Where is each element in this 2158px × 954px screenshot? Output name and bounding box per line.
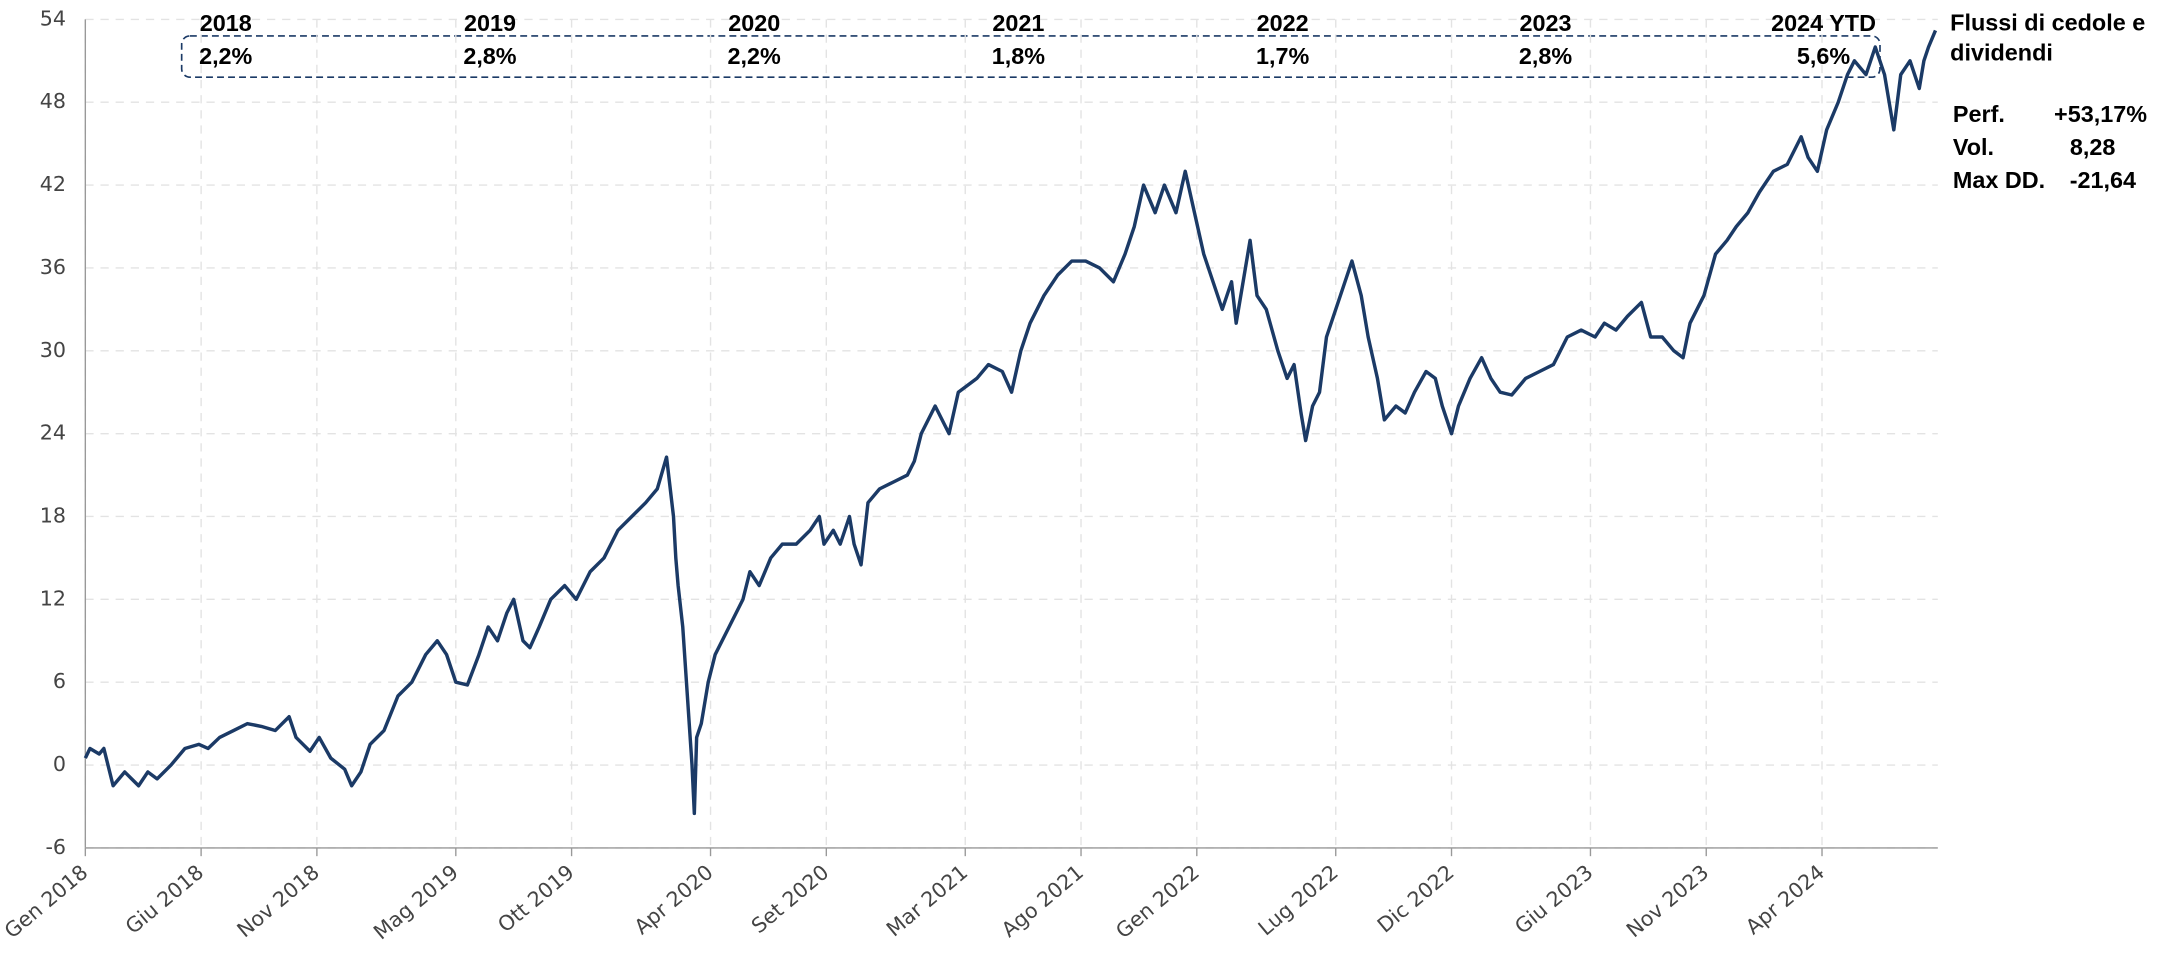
stat-value: 8,28 [2070,134,2116,160]
x-tick-label: Apr 2020 [630,860,718,939]
x-tick-label: Mag 2019 [369,860,463,944]
y-tick-label: 12 [40,586,66,610]
stat-value: +53,17% [2054,101,2147,127]
x-tick-label: Mar 2021 [882,860,972,941]
y-tick-label: 48 [40,89,66,113]
yield-label: 1,7% [1256,43,1309,69]
year-label: 2020 [728,10,780,36]
side-title: Flussi di cedole e dividendi [1950,9,2146,67]
x-tick-label: Ago 2021 [997,860,1088,942]
x-tick-label: Ott 2019 [493,860,578,937]
x-tick-label: Set 2020 [747,860,834,938]
x-tick-label: Gen 2018 [0,860,92,943]
x-tick-label: Giu 2018 [121,860,208,939]
x-tick-label: Giu 2023 [1510,860,1597,939]
x-tick-label: Dic 2022 [1373,860,1459,938]
year-label: 2023 [1520,10,1572,36]
year-label: 2021 [992,10,1044,36]
x-tick-label: Gen 2022 [1111,860,1204,943]
x-tick-label: Nov 2023 [1622,860,1714,942]
stat-label: Vol. [1953,134,1994,160]
y-tick-label: 0 [53,752,66,776]
year-label: 2019 [464,10,516,36]
year-label: 2022 [1257,10,1309,36]
line-series [83,29,1938,816]
stat-label: Max DD. [1953,167,2045,193]
y-tick-label: 42 [40,172,66,196]
y-tick-label: 36 [40,255,66,279]
yield-label: 5,6% [1797,43,1850,69]
year-label: 2024 YTD [1771,10,1876,36]
y-tick-label: 30 [40,338,66,362]
yield-label: 1,8% [992,43,1045,69]
x-tick-label: Apr 2024 [1741,860,1829,939]
year-label: 2018 [200,10,252,36]
y-tick-label: 54 [40,6,66,30]
stat-value: -21,64 [2070,167,2136,193]
stat-label: Perf. [1953,101,2005,127]
yield-label: 2,2% [199,43,252,69]
yield-label: 2,2% [728,43,781,69]
y-tick-label: 24 [40,421,66,445]
y-tick-label: 18 [40,503,66,527]
y-tick-label: -6 [45,835,66,859]
y-tick-label: 6 [53,669,66,693]
yield-label: 2,8% [463,43,516,69]
x-tick-label: Lug 2022 [1254,860,1343,940]
side-title-box: Flussi di cedole e dividendi [1950,9,2146,67]
yield-label: 2,8% [1519,43,1572,69]
x-tick-label: Nov 2018 [232,860,324,942]
